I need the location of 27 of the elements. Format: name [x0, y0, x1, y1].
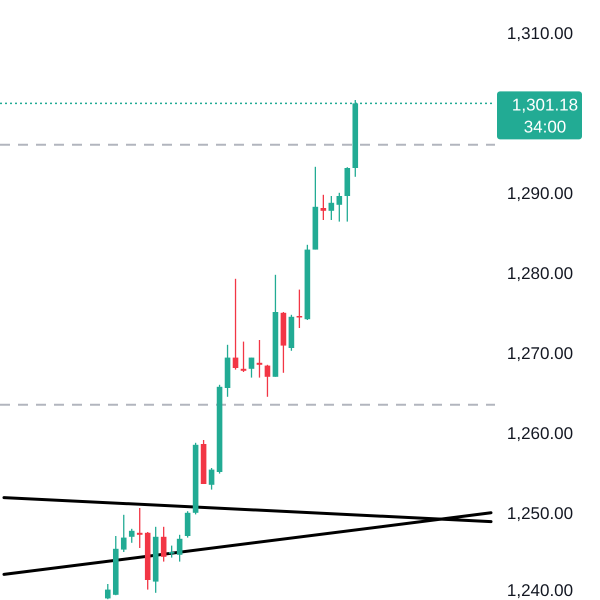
- y-tick-label: 1,250.00: [506, 504, 574, 523]
- y-tick-label: 1,310.00: [506, 24, 574, 43]
- candlestick: [240, 340, 246, 373]
- y-tick-label: 1,270.00: [506, 344, 574, 363]
- candlestick: [136, 507, 143, 549]
- candlestick: [168, 544, 174, 558]
- candlestick: [128, 528, 135, 544]
- candlestick: [120, 514, 127, 553]
- candlestick: [232, 278, 238, 370]
- candlestick: [320, 194, 326, 221]
- candlestick: [208, 467, 214, 490]
- text: 34:00: [524, 117, 566, 136]
- candlestick: [248, 356, 254, 378]
- candlestick: [176, 534, 182, 562]
- y-tick-label: 1,280.00: [506, 264, 574, 283]
- candlestick: [296, 288, 302, 329]
- candlestick: [160, 526, 166, 562]
- candlestick: [336, 192, 342, 222]
- candlestick: [256, 339, 262, 378]
- candlestick: [184, 510, 190, 538]
- y-tick-label: 1,260.00: [506, 424, 574, 443]
- candlestick: [264, 364, 270, 398]
- ref-line-label: 1,301.18: [512, 95, 578, 114]
- candlestick: [104, 583, 111, 600]
- y-tick-label: 1,240.00: [506, 581, 574, 600]
- candlestick: [328, 195, 334, 221]
- y-tick-label: 1,290.00: [506, 184, 574, 203]
